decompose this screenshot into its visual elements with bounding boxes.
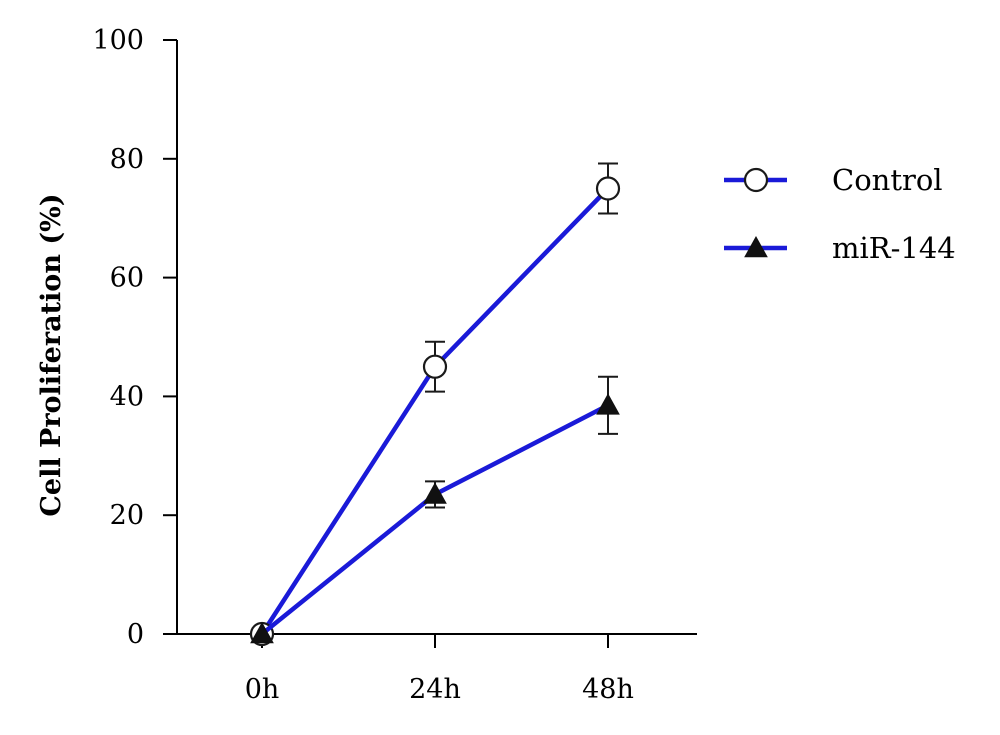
x-ticks: 0h 24h 48h — [245, 634, 634, 705]
x-tick-label: 0h — [245, 674, 280, 705]
legend: Control miR-144 — [724, 163, 956, 265]
axes — [176, 40, 697, 635]
legend-marker — [743, 167, 769, 193]
legend-label: miR-144 — [832, 231, 956, 265]
series-1 — [250, 375, 620, 644]
y-axis-title: Cell Proliferation (%) — [36, 193, 67, 516]
y-tick-label: 100 — [92, 25, 144, 56]
y-ticks: 0 20 40 60 80 100 — [92, 25, 177, 650]
data-point — [596, 393, 620, 415]
legend-item: miR-144 — [724, 231, 956, 265]
y-tick-label: 60 — [110, 263, 144, 294]
legend-marker — [744, 235, 768, 258]
data-point — [422, 354, 448, 379]
legend-label: Control — [832, 163, 943, 197]
y-tick-label: 40 — [110, 381, 144, 412]
x-tick-label: 48h — [582, 674, 634, 705]
data-point — [423, 482, 447, 504]
data-point — [595, 176, 621, 201]
legend-item: Control — [724, 163, 943, 197]
series — [249, 162, 621, 647]
y-tick-label: 80 — [110, 144, 144, 175]
series-line — [260, 403, 610, 636]
x-tick-label: 24h — [409, 674, 461, 705]
series-0 — [249, 162, 621, 647]
data-point — [250, 621, 274, 644]
y-tick-label: 0 — [127, 619, 144, 650]
series-line — [260, 186, 610, 636]
y-tick-label: 20 — [110, 500, 144, 531]
